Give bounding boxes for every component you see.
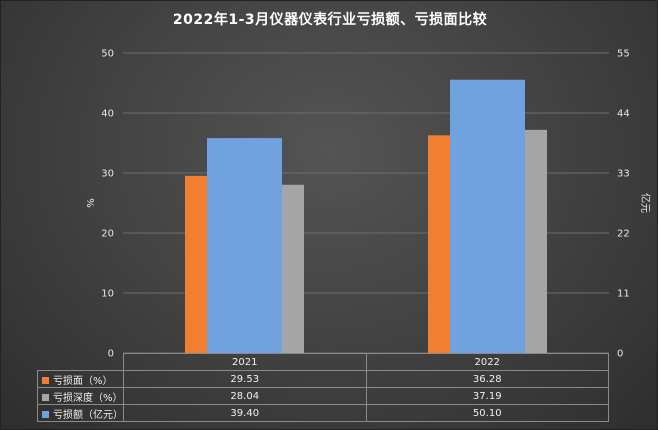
bar-loss-ratio-2021 [185,175,207,353]
y-tick-label-left-1: 10 [101,289,114,300]
bar-loss-depth-2022 [525,129,547,353]
y-tick-label-right-2: 22 [617,229,630,240]
table-cell-loss-depth-2021: 28.04 [123,387,367,405]
y-tick-label-right-1: 11 [617,289,630,300]
bar-loss-depth-2021 [282,184,304,353]
table-header-2021: 2021 [123,353,367,371]
y-axis-title-right: 亿元 [639,193,652,213]
bar-loss-amount-2021 [207,138,282,353]
table-cell-loss-amount-2021: 39.40 [123,404,367,422]
y-tick-label-right-0: 0 [617,349,623,360]
chart-title: 2022年1-3月仪器仪表行业亏损额、亏损面比较 [172,12,488,28]
legend-key-loss-amount [42,411,49,418]
y-tick-label-left-4: 40 [101,109,114,120]
y-tick-label-right-3: 33 [617,169,630,180]
table-row-loss-depth: 亏损深度（%） 28.04 37.19 [37,387,609,405]
y-tick-label-right-5: 55 [617,49,630,60]
y-axis-title-left: % [86,198,97,208]
table-cell-loss-ratio-2021: 29.53 [123,370,367,388]
y-tick-label-right-4: 44 [617,109,630,120]
legend-entry-loss-ratio: 亏损面（%） [37,370,124,388]
table-corner [37,353,124,371]
table-header-row: 2021 2022 [37,353,609,371]
table-cell-loss-depth-2022: 37.19 [365,387,609,405]
table-cell-loss-ratio-2022: 36.28 [365,370,609,388]
legend-label-loss-ratio: 亏损面（%） [53,375,113,387]
legend-entry-loss-depth: 亏损深度（%） [37,387,124,405]
y-tick-label-left-2: 20 [101,229,114,240]
table-cell-loss-amount-2022: 50.10 [365,404,609,422]
y-tick-label-left-3: 30 [101,169,114,180]
y-tick-label-left-5: 50 [101,49,114,60]
table-header-2022: 2022 [365,353,609,371]
data-table: 2021 2022 亏损面（%） 29.53 36.28 亏损深度（%） 28.… [37,353,609,422]
bar-loss-amount-2022 [450,79,525,354]
legend-key-loss-depth [42,394,49,401]
legend-label-loss-amount: 亏损额（亿元） [53,409,123,421]
legend-label-loss-depth: 亏损深度（%） [53,392,123,404]
bar-loss-ratio-2022 [428,135,450,353]
table-row-loss-ratio: 亏损面（%） 29.53 36.28 [37,370,609,388]
legend-entry-loss-amount: 亏损额（亿元） [37,404,124,422]
legend-key-loss-ratio [42,377,49,384]
table-row-loss-amount: 亏损额（亿元） 39.40 50.10 [37,404,609,422]
